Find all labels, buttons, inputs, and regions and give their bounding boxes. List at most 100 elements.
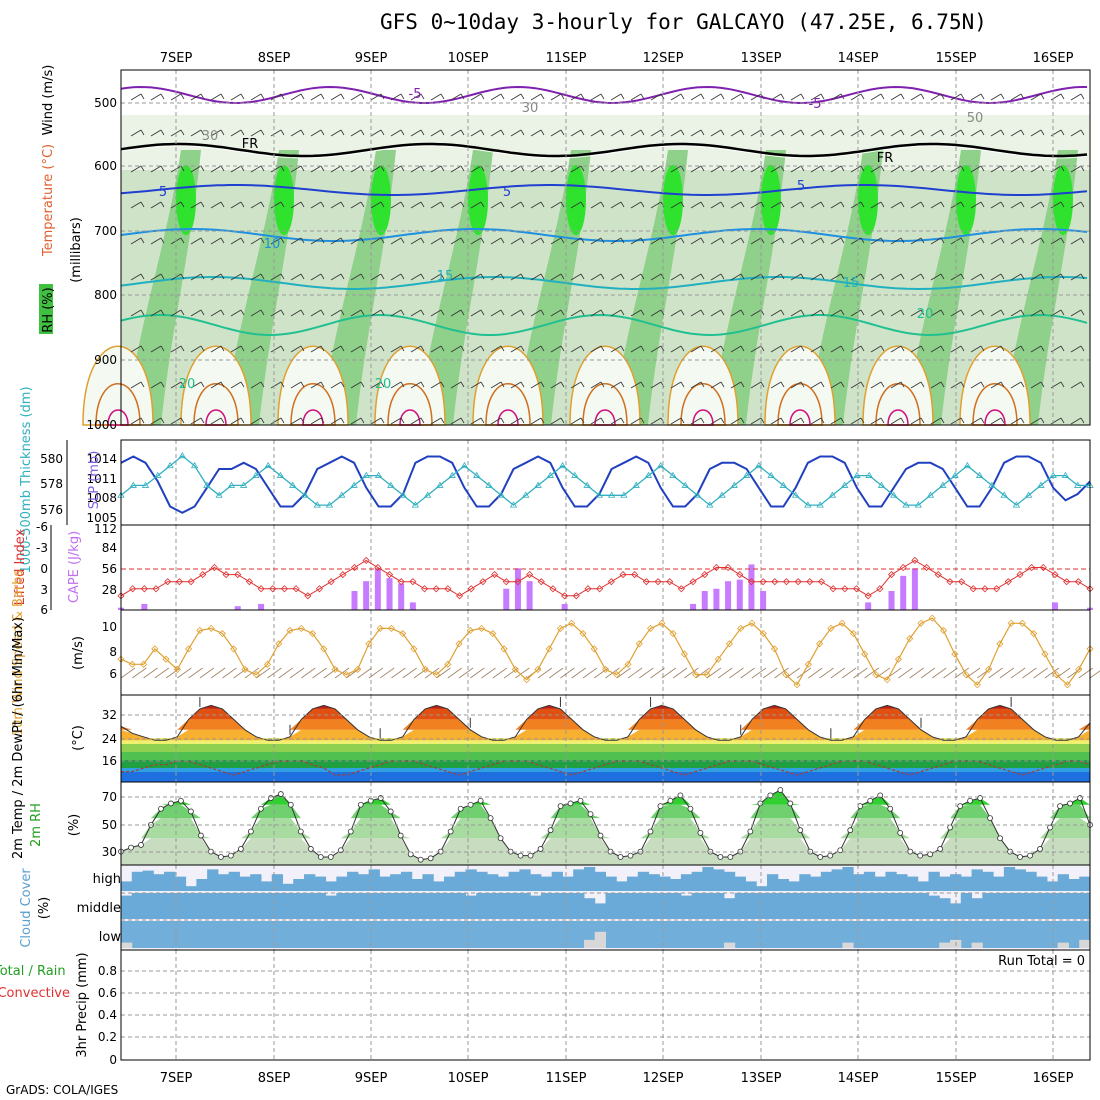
cloud-bar bbox=[519, 869, 531, 891]
wind-barb bbox=[990, 381, 1002, 389]
cloud-bar bbox=[820, 871, 833, 891]
wind-speed-marker bbox=[737, 624, 745, 632]
thickness-marker bbox=[1012, 501, 1021, 508]
day-label-bottom: 13SEP bbox=[741, 1071, 782, 1086]
wind-barb-flag bbox=[660, 309, 665, 316]
wind-barb-flag bbox=[580, 93, 585, 100]
wind-barb bbox=[1070, 273, 1082, 281]
wind-barb-flag bbox=[900, 93, 905, 100]
wind-barb bbox=[510, 201, 522, 209]
wind-barb-flag bbox=[820, 273, 825, 280]
wind-speed-marker bbox=[680, 650, 688, 658]
wind-barb bbox=[610, 237, 622, 245]
rh-marker bbox=[377, 795, 384, 801]
wind-speed-marker bbox=[579, 629, 587, 638]
wind-barb-flag bbox=[340, 345, 345, 352]
wind-barb bbox=[650, 345, 662, 353]
wind-barb-flag bbox=[800, 273, 805, 280]
wind-barb-flag bbox=[700, 345, 705, 352]
day-label-bottom: 14SEP bbox=[838, 1071, 879, 1086]
wind-barb-flag bbox=[800, 417, 805, 424]
wind-barb-flag bbox=[220, 129, 225, 136]
cloud-bar bbox=[1036, 893, 1048, 919]
wind-barb bbox=[530, 381, 542, 389]
wind-barb-flag bbox=[580, 309, 585, 316]
wind-barb-10m bbox=[841, 667, 857, 679]
cloud-bar bbox=[519, 893, 531, 919]
wind-barb-flag bbox=[620, 201, 625, 208]
rh-marker bbox=[307, 846, 314, 852]
temp-color-band bbox=[121, 772, 1090, 782]
wind-barb bbox=[230, 309, 242, 317]
wind-barb-10m bbox=[650, 667, 665, 679]
lifted-index-marker bbox=[701, 571, 709, 579]
wind-barb-flag bbox=[620, 237, 625, 244]
wind-barb-flag bbox=[600, 345, 605, 352]
wind-barb-flag bbox=[460, 273, 465, 280]
cloud-bar bbox=[497, 893, 510, 919]
wind-barb bbox=[890, 129, 902, 137]
wind-barb-flag bbox=[900, 237, 905, 244]
cloud-bar bbox=[659, 876, 671, 891]
wind-barb-flag bbox=[300, 381, 305, 388]
wind-barb-flag bbox=[780, 129, 785, 136]
wind-barb bbox=[390, 201, 402, 209]
rh-marker bbox=[687, 805, 694, 812]
wind-barb-flag bbox=[440, 381, 445, 388]
thickness-marker bbox=[313, 501, 321, 508]
wind-barb-flag bbox=[480, 201, 485, 208]
wind-barb bbox=[190, 273, 202, 281]
contour-label: 5 bbox=[503, 185, 511, 200]
lifted-index-marker bbox=[817, 578, 826, 586]
cloud-bar bbox=[960, 876, 973, 891]
wind-barb bbox=[830, 273, 842, 281]
wind-barb bbox=[350, 129, 362, 137]
cloud-bar bbox=[627, 893, 639, 919]
wind-barb bbox=[570, 237, 582, 245]
wind-barb-flag bbox=[380, 201, 385, 208]
wind-barb bbox=[650, 273, 662, 281]
wind-barb bbox=[850, 309, 862, 317]
wind-barb-flag bbox=[700, 237, 705, 244]
cloud-low-gap bbox=[723, 942, 736, 948]
wind-barb-flag bbox=[360, 381, 365, 388]
rh-marker bbox=[587, 811, 594, 818]
wind-barb bbox=[210, 93, 222, 101]
cloud-bar bbox=[745, 893, 757, 919]
wind-barb-10m bbox=[864, 667, 879, 679]
wind-barb-flag bbox=[340, 237, 345, 244]
wind-barb bbox=[350, 381, 362, 389]
lifted-index-marker bbox=[152, 585, 160, 593]
wind-barb bbox=[670, 273, 682, 281]
wind-speed-marker bbox=[241, 665, 249, 674]
wind-barb bbox=[710, 417, 722, 425]
wind-barb-flag bbox=[440, 273, 445, 280]
cloud-bar bbox=[379, 893, 391, 919]
wind-barb-flag bbox=[880, 273, 885, 280]
wind-barb bbox=[830, 165, 842, 173]
rh-marker bbox=[387, 808, 394, 815]
thickness-marker bbox=[939, 481, 947, 488]
wind-barb bbox=[810, 93, 822, 101]
rh-marker bbox=[667, 797, 674, 804]
cloud-bar bbox=[540, 893, 553, 919]
wind-barb bbox=[890, 381, 902, 389]
wind-barb bbox=[130, 381, 142, 389]
wind-barb bbox=[810, 201, 822, 209]
rh-marker bbox=[617, 854, 624, 860]
wind-barb-flag bbox=[1060, 129, 1065, 136]
wind-barb bbox=[350, 417, 362, 425]
wind-barb bbox=[270, 129, 282, 137]
wind-barb bbox=[790, 417, 802, 425]
lifted-index-marker bbox=[689, 578, 697, 586]
lifted-index-marker bbox=[1028, 563, 1036, 572]
wind-barb bbox=[550, 309, 562, 317]
wind-barb bbox=[490, 345, 502, 353]
rh-marker bbox=[397, 832, 404, 839]
wind-barb bbox=[290, 273, 302, 281]
wind-barb bbox=[450, 273, 462, 281]
wind-barb-flag bbox=[180, 129, 185, 136]
wind-barb-10m bbox=[932, 667, 947, 679]
cloud-bar bbox=[217, 893, 230, 919]
rh-marker bbox=[657, 803, 664, 809]
